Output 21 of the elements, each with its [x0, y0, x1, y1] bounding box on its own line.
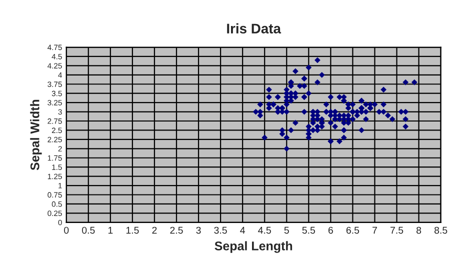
- x-tick-label: 1.5: [126, 226, 139, 234]
- x-tick-label: 5: [284, 226, 289, 234]
- x-tick-label: 2: [152, 226, 157, 234]
- x-tick-label: 6.5: [346, 226, 360, 234]
- chart-title: Iris Data: [227, 23, 282, 34]
- x-tick-label: 7.5: [390, 226, 404, 234]
- x-tick-label: 7: [372, 226, 377, 234]
- x-axis-title: Sepal Length: [214, 241, 292, 253]
- x-tick-label: 4.5: [258, 226, 271, 234]
- x-tick-label: 0: [64, 226, 69, 234]
- x-tick-label: 3.5: [214, 226, 227, 234]
- x-tick-label: 8: [416, 226, 422, 234]
- x-tick-label: 6: [328, 226, 333, 234]
- x-tick-label: 3: [196, 226, 201, 234]
- x-tick-label: 4: [240, 226, 245, 234]
- x-tick-label: 5.5: [302, 226, 316, 234]
- x-tick-label: 8.5: [434, 226, 448, 234]
- x-tick-label: 1: [108, 226, 113, 234]
- x-tick-label: 2.5: [170, 226, 183, 234]
- y-axis-title: Sepal Width: [30, 100, 42, 170]
- x-tick-label: 0.5: [82, 226, 95, 234]
